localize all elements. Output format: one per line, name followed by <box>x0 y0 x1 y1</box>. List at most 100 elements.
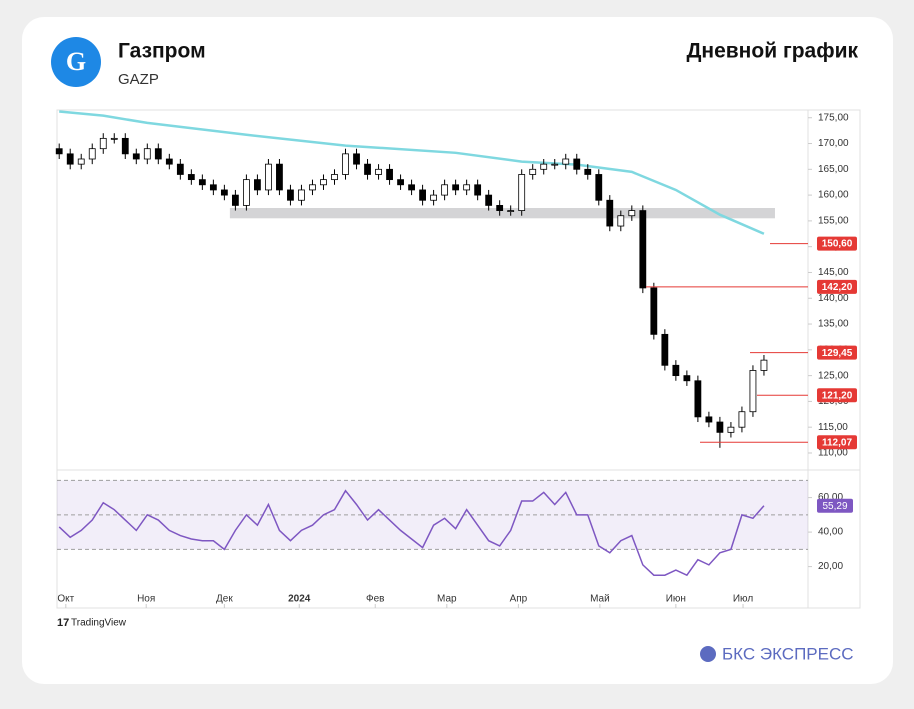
candle-body <box>143 148 151 160</box>
candle-body <box>485 194 493 206</box>
candle-body <box>132 153 140 160</box>
candle-body <box>738 411 746 428</box>
level-label-box <box>817 279 857 294</box>
candle-body <box>551 163 559 166</box>
plot <box>56 109 861 609</box>
logo <box>51 37 101 87</box>
candle-body <box>694 380 702 418</box>
candle-body <box>683 375 691 382</box>
candle-body <box>254 179 261 191</box>
level-label: 150,60 <box>822 239 853 250</box>
candle-body <box>562 158 570 165</box>
level-label: 112,07 <box>822 437 852 448</box>
y-tick-label: 60,00 <box>818 492 843 503</box>
candle-body <box>287 189 294 201</box>
tv-logo: 17 <box>57 617 69 629</box>
support-zone <box>229 207 775 219</box>
x-tick-label: Окт <box>57 594 74 605</box>
candle-body <box>408 184 415 191</box>
candle-body <box>397 179 404 186</box>
level-label-box <box>817 345 857 360</box>
candle-body <box>540 163 548 170</box>
brand-logo <box>700 646 716 662</box>
x-tick-label: Июл <box>733 594 753 605</box>
candle-body <box>529 168 537 175</box>
candle-body <box>165 158 173 165</box>
candle-body <box>88 148 96 160</box>
candle-body <box>628 210 636 217</box>
candle-body <box>760 359 768 371</box>
x-tick-label: Май <box>590 594 610 605</box>
y-tick-label: 40,00 <box>818 527 843 538</box>
y-tick-label: 125,00 <box>818 370 849 381</box>
candle-body <box>430 194 438 201</box>
x-tick-label: Июн <box>666 594 686 605</box>
candle-body <box>375 168 382 175</box>
candle-body <box>496 205 504 211</box>
y-tick-label: 110,00 <box>818 448 848 459</box>
rsi-last-box <box>817 498 853 513</box>
candle-body <box>639 210 647 289</box>
candle-body <box>705 416 713 423</box>
candle-body <box>595 174 603 201</box>
level-label-box <box>817 388 857 403</box>
candle-body <box>187 174 195 181</box>
y-tick-label: 170,00 <box>818 138 849 149</box>
y-tick-label: 165,00 <box>818 164 849 175</box>
y-tick-label: 115,00 <box>818 422 848 433</box>
level-label-box <box>817 435 857 450</box>
candle-body <box>463 184 471 191</box>
y-tick-label: 135,00 <box>818 319 849 330</box>
level-label: 142,20 <box>822 282 853 293</box>
candle-body <box>309 184 316 191</box>
source: TradingView <box>71 618 127 629</box>
company: Газпром <box>118 40 206 63</box>
candle-body <box>727 426 735 433</box>
x-tick-label: Дек <box>216 594 233 605</box>
x-tick-label: Мар <box>437 594 457 605</box>
chart-kind: Дневной график <box>686 40 858 63</box>
frame <box>56 109 861 609</box>
candle-body <box>154 148 162 160</box>
y-tick-label: 20,00 <box>818 561 843 572</box>
x-tick-label: 2024 <box>288 594 311 605</box>
candle-body <box>441 184 449 196</box>
candle-body <box>452 184 460 191</box>
ticker: GAZP <box>118 71 159 88</box>
logo-mark: G <box>66 47 86 76</box>
x-tick-label: Фев <box>366 594 384 605</box>
candle-body <box>507 210 515 212</box>
candle-body <box>584 168 592 175</box>
y-tick-label: 175,00 <box>818 112 849 123</box>
candle-body <box>243 179 250 206</box>
rsi-line <box>58 489 765 577</box>
candle-body <box>386 168 393 181</box>
candle-body <box>220 189 228 196</box>
candle-body <box>617 215 625 227</box>
candle-body <box>716 421 724 433</box>
candle-body <box>110 137 118 140</box>
candle-body <box>749 370 757 413</box>
candle-body <box>320 179 327 186</box>
candle-body <box>573 158 581 170</box>
y-tick-label: 140,00 <box>818 293 849 304</box>
level-label: 129,45 <box>822 348 853 359</box>
moving-average <box>59 110 765 235</box>
level-label: 121,20 <box>822 390 853 401</box>
candle-body <box>265 163 272 191</box>
candle-body <box>474 184 482 196</box>
candle-body <box>298 189 305 201</box>
candle-body <box>331 174 338 181</box>
candle-body <box>672 364 680 377</box>
candle-body <box>55 148 63 155</box>
candle-body <box>276 163 283 191</box>
candle-body <box>77 158 85 165</box>
x-tick-label: Апр <box>510 594 528 605</box>
candle-body <box>66 153 74 165</box>
candle-body <box>342 153 349 175</box>
y-tick-label: 160,00 <box>818 190 849 201</box>
candle-body <box>419 189 426 201</box>
candle-body <box>518 174 526 211</box>
y-tick-label: 155,00 <box>818 216 849 227</box>
